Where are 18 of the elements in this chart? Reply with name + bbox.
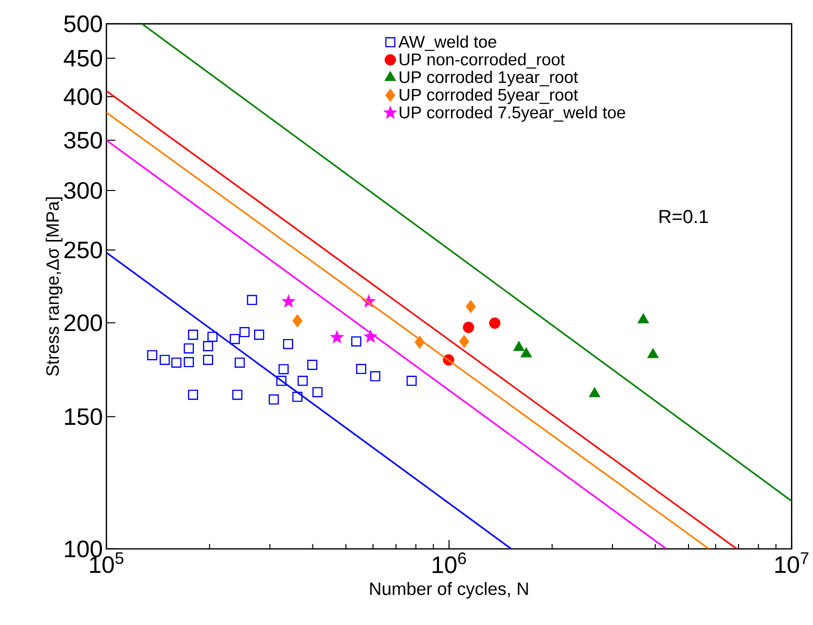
x-tick-label: 10$^{6}$ [432, 552, 466, 574]
legend-label: AW_weld toe [398, 36, 496, 52]
annotation: R=0.1 [660, 210, 708, 224]
y-tick-label: 350 [64, 132, 102, 149]
legend-label: UP corroded 1year_root [400, 70, 578, 87]
x-tick-label: 10$^{7}$ [775, 552, 808, 574]
y-tick-label: 250 [64, 242, 102, 259]
legend-label: UP corroded 5year_root [400, 88, 578, 104]
y-tick-label: 500 [64, 16, 102, 32]
y-tick-label: 300 [64, 182, 102, 200]
x-axis-title: Number of cycles, N [370, 582, 528, 599]
y-tick-label: 450 [64, 50, 102, 67]
legend-label: UP non-corroded_root [400, 53, 565, 69]
y-tick-label: 200 [64, 314, 102, 332]
y-axis-title: Stress range,Δσ [MPa] [46, 198, 62, 376]
y-tick-label: 400 [64, 88, 102, 106]
legend-label: UP corroded 7.5year_weld toe [400, 106, 626, 122]
y-tick-label: 150 [65, 408, 102, 426]
